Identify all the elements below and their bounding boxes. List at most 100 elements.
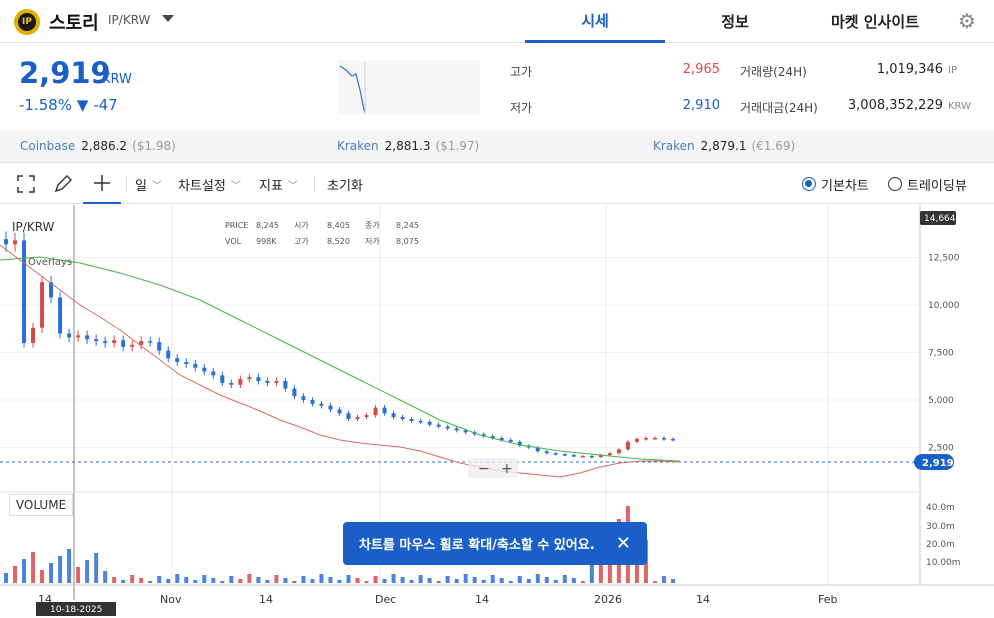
- volume-bar: [571, 578, 576, 583]
- volume-bar: [382, 579, 387, 583]
- tab-market-insight[interactable]: 마켓 인사이트: [830, 13, 920, 31]
- volume-bar: [175, 574, 180, 583]
- tab-info[interactable]: 정보: [721, 13, 749, 31]
- ohlc-vol-value: 998K: [256, 237, 277, 246]
- coin-pair[interactable]: IP/KRW: [108, 13, 151, 27]
- volume-bar: [121, 580, 126, 583]
- candle-body: [562, 454, 567, 456]
- candle-body: [373, 407, 378, 416]
- candle-body: [103, 341, 108, 343]
- volume-label: VOLUME: [9, 494, 73, 516]
- candle-body: [589, 456, 594, 458]
- candle-body: [292, 388, 297, 397]
- mini-chart-svg: [339, 62, 366, 114]
- ohlc-open-value: 8,405: [327, 221, 350, 230]
- chevron-down-icon[interactable]: [162, 15, 174, 22]
- y-axis-tick-label: 10,000: [928, 301, 960, 311]
- x-axis-tick-label: Feb: [818, 593, 837, 606]
- volume-bar: [220, 581, 225, 583]
- candle-body: [598, 455, 603, 457]
- candle-body: [121, 340, 126, 347]
- chevron-down-icon: ﹀: [287, 180, 298, 192]
- candle-body: [220, 375, 225, 383]
- exchange-usd: ($1.98): [132, 139, 176, 153]
- volume-axis-tick-label: 20.0m: [926, 540, 955, 550]
- x-axis-tick-label: 14: [475, 593, 489, 606]
- pencil-icon[interactable]: [53, 164, 75, 204]
- fullscreen-icon[interactable]: [17, 164, 37, 204]
- amount-24h-unit: KRW: [948, 101, 971, 112]
- ohlc-close-value: 8,245: [396, 221, 419, 230]
- price-change: -1.58% ▼ -47: [19, 96, 118, 114]
- interval-select[interactable]: 일 ﹀: [135, 164, 162, 204]
- exchange-usd: (€1.69): [751, 139, 796, 153]
- candle-body: [112, 340, 117, 343]
- change-percent: -1.58%: [19, 96, 73, 114]
- basic-chart-radio[interactable]: 기본차트: [802, 164, 869, 204]
- volume-bar: [562, 575, 567, 583]
- volume-bar: [337, 580, 342, 583]
- candle-body: [652, 438, 657, 440]
- ma-long-line: [0, 256, 681, 462]
- chevron-down-icon: ﹀: [151, 180, 162, 192]
- candle-body: [634, 438, 639, 442]
- candle-body: [256, 377, 261, 381]
- volume-bar: [634, 553, 639, 583]
- gear-icon[interactable]: ⚙: [958, 9, 976, 33]
- volume-bar: [67, 549, 72, 583]
- candle-body: [130, 344, 135, 347]
- coin-logo-icon: IP: [14, 9, 40, 35]
- zoom-control-box: [468, 458, 518, 478]
- volume-bar: [409, 580, 414, 583]
- exchange-item[interactable]: Coinbase 2,886.2 ($1.98): [20, 139, 176, 153]
- volume-bar: [427, 578, 432, 583]
- exchange-item[interactable]: Kraken 2,879.1 (€1.69): [653, 139, 795, 153]
- last-price-tag-box: [914, 454, 954, 470]
- tradingview-radio[interactable]: 트레이딩뷰: [888, 164, 967, 204]
- candle-body: [67, 333, 72, 338]
- crosshair-date-tag-text: 10-18-2025: [50, 605, 102, 615]
- candle-body: [553, 453, 558, 455]
- volume-axis-tick-label: 40.0m: [926, 503, 955, 513]
- top-price-tag-box: [920, 211, 956, 225]
- close-icon[interactable]: ✕: [615, 533, 631, 554]
- volume-bar: [391, 574, 396, 583]
- volume-bar: [580, 581, 585, 583]
- change-amount: -47: [93, 96, 118, 114]
- volume-bar: [553, 580, 558, 583]
- coin-name[interactable]: 스토리: [49, 13, 99, 34]
- last-price-tag-text: 2,919: [922, 458, 954, 469]
- volume-bar: [661, 576, 666, 583]
- crosshair-icon[interactable]: [83, 164, 121, 204]
- volume-bar: [130, 575, 135, 583]
- exchange-price: 2,879.1: [700, 139, 747, 153]
- volume-bar: [40, 570, 45, 583]
- zoom-out-button: −: [478, 461, 490, 477]
- radio-unselected-icon: [888, 177, 902, 191]
- volume-bar: [49, 563, 54, 583]
- overlays-label: Overlays: [28, 257, 72, 268]
- candle-body: [184, 362, 189, 364]
- amount-24h-value: 3,008,352,229: [847, 98, 943, 113]
- chart-settings-menu[interactable]: 차트설정 ﹀: [178, 164, 241, 204]
- tab-market-price[interactable]: 시세: [525, 0, 665, 43]
- volume-axis-labels: 40.0m 30.0m 20.0m 10.00m: [926, 503, 961, 568]
- ohlc-low-label: 저가: [365, 237, 380, 246]
- volume-bar: [13, 566, 18, 583]
- reset-button[interactable]: 초기화: [327, 178, 363, 194]
- indicators-menu[interactable]: 지표 ﹀: [259, 164, 298, 204]
- x-axis-tick-label: Nov: [160, 593, 182, 606]
- candle-body: [355, 417, 360, 419]
- exchange-name: Kraken: [653, 139, 695, 153]
- candle-body: [193, 363, 198, 368]
- crosshair-date-tag: 10-18-2025: [36, 602, 116, 616]
- high-label: 고가: [510, 65, 533, 79]
- low-label: 저가: [510, 101, 533, 115]
- candle-body: [427, 421, 432, 425]
- exchange-item[interactable]: Kraken 2,881.3 ($1.97): [337, 139, 479, 153]
- candle-body: [319, 403, 324, 406]
- volume-bar: [85, 560, 90, 583]
- grid-lines: [0, 205, 920, 585]
- candle-body: [49, 282, 54, 298]
- toolbar-divider: [126, 176, 127, 192]
